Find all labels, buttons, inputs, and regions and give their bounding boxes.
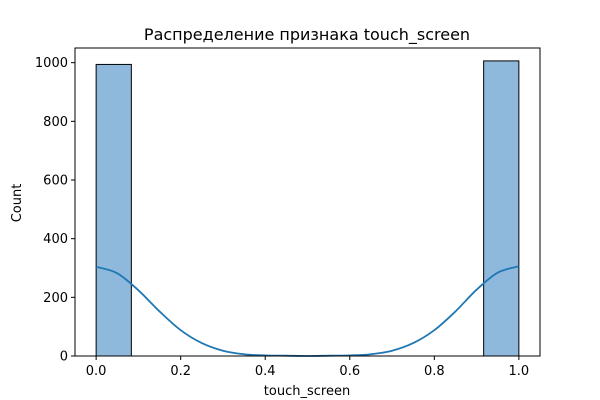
y-tick-label: 800 (43, 115, 68, 130)
y-axis: 0 200 400 600 800 1000 (35, 56, 75, 365)
y-axis-label: Count (10, 184, 25, 223)
y-tick-label: 400 (43, 232, 68, 247)
x-tick-label: 1.0 (509, 364, 530, 379)
x-axis-label: touch_screen (264, 384, 350, 399)
histogram-bar-2 (483, 60, 520, 357)
y-tick-label: 600 (43, 174, 68, 189)
y-tick-label: 200 (43, 291, 68, 306)
x-tick-label: 0.8 (424, 364, 445, 379)
y-tick-label: 1000 (35, 56, 68, 71)
x-axis: 0.0 0.2 0.4 0.6 0.8 1.0 (86, 356, 529, 379)
plot-area (95, 60, 520, 357)
plot-frame (74, 47, 541, 357)
chart-title: Распределение признака touch_screen (144, 25, 470, 45)
histogram-bar-1 (95, 63, 132, 357)
x-tick-label: 0.4 (255, 364, 276, 379)
x-tick-label: 0.0 (86, 364, 107, 379)
kde-curve (95, 265, 520, 357)
x-tick-label: 0.2 (170, 364, 191, 379)
x-tick-label: 0.6 (339, 364, 360, 379)
y-tick-label: 0 (60, 350, 68, 365)
